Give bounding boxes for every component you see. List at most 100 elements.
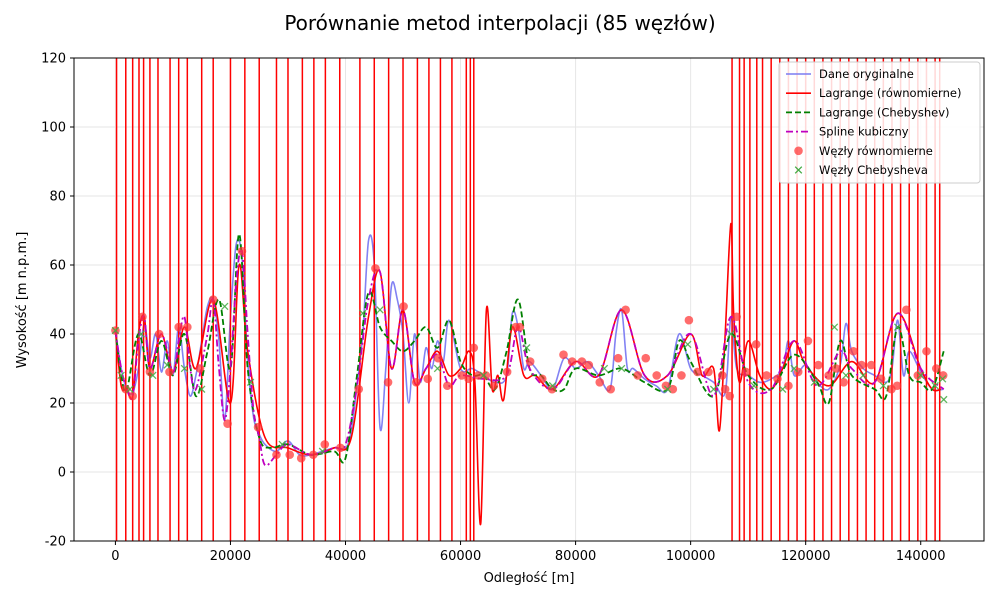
chebyshev-marker-stroke	[117, 371, 125, 380]
chebyshev-marker-stroke	[278, 440, 286, 449]
y-tick-label: 20	[49, 397, 66, 412]
uniform-node-marker	[621, 305, 630, 315]
chebyshev-marker-stroke	[617, 364, 626, 373]
legend-label: Węzły równomierne	[819, 144, 933, 158]
uniform-node-marker	[183, 322, 192, 332]
uniform-node-marker	[866, 360, 876, 370]
chebyshev-marker-stroke	[938, 375, 947, 383]
chebyshev-marker-stroke	[842, 371, 850, 380]
uniform-node-marker	[831, 364, 841, 373]
chebyshev-marker-stroke	[750, 381, 758, 390]
legend-label: Spline kubiczny	[819, 125, 909, 139]
uniform-node-marker	[693, 367, 702, 377]
uniform-node-marker	[913, 371, 923, 380]
uniform-node-marker	[762, 371, 771, 380]
uniform-node-marker	[537, 374, 547, 384]
chebyshev-marker-stroke	[810, 378, 819, 387]
uniform-node-marker	[567, 357, 577, 366]
uniform-node-marker	[443, 381, 452, 391]
chebyshev-node-marker	[376, 306, 384, 314]
chebyshev-node-marker	[916, 371, 925, 380]
x-tick-label: 0	[111, 549, 119, 564]
chebyshev-node-marker	[111, 326, 120, 335]
chebyshev-node-marker	[663, 385, 672, 393]
uniform-node-marker	[803, 336, 813, 346]
chebyshev-node-marker	[893, 323, 902, 331]
uniform-node-marker	[732, 312, 741, 322]
chebyshev-marker-stroke	[548, 381, 557, 390]
chebyshev-marker-stroke	[684, 340, 692, 349]
uniform-node-marker	[272, 450, 281, 460]
chebyshev-marker-stroke	[859, 371, 867, 380]
x-tick-label: 20000	[210, 549, 251, 564]
uniform-node-marker	[814, 360, 823, 370]
uniform-node-marker	[296, 453, 306, 463]
uniform-node-marker	[717, 371, 727, 380]
chebyshev-marker-stroke	[318, 447, 327, 456]
chebyshev-marker-stroke	[433, 364, 442, 373]
uniform-node-marker	[383, 378, 393, 387]
chebyshev-marker-stroke	[939, 395, 948, 404]
chebyshev-node-marker	[220, 302, 229, 311]
chebyshev-node-marker	[180, 364, 189, 373]
chebyshev-node-marker	[859, 371, 867, 380]
y-tick-label: 80	[49, 190, 66, 205]
uniform-node-marker	[457, 371, 466, 380]
uniform-node-marker	[423, 374, 433, 384]
y-tick-label: 120	[41, 52, 66, 67]
uniform-node-marker	[584, 360, 594, 370]
chebyshev-node-marker	[318, 447, 327, 456]
chebyshev-node-marker	[931, 381, 939, 390]
x-tick-label: 80000	[555, 549, 596, 564]
uniform-node-marker	[931, 364, 941, 373]
uniform-node-marker	[253, 422, 263, 432]
chebyshev-marker-stroke	[522, 344, 531, 352]
chebyshev-node-marker	[359, 309, 367, 318]
uniform-node-marker	[741, 367, 751, 377]
uniform-node-marker	[138, 312, 147, 322]
y-tick-label: 40	[49, 328, 66, 343]
chebyshev-node-marker	[810, 378, 819, 387]
uniform-node-marker	[515, 322, 525, 332]
uniform-node-marker	[857, 360, 866, 370]
chebyshev-node-marker	[684, 340, 692, 349]
chebyshev-node-marker	[938, 375, 947, 383]
chebyshev-node-marker	[149, 371, 157, 380]
uniform-node-marker	[411, 378, 421, 387]
series-lagrange-chebyshev	[114, 233, 945, 464]
uniform-node-marker	[208, 295, 218, 304]
chebyshev-node-marker	[842, 371, 850, 380]
chebyshev-marker-stroke	[916, 371, 925, 380]
uniform-node-marker	[559, 350, 568, 360]
uniform-node-marker	[595, 378, 605, 387]
uniform-node-marker	[641, 353, 651, 363]
uniform-node-marker	[902, 305, 911, 315]
chebyshev-node-marker	[548, 381, 557, 390]
axis-ticks: 0 20000 40000 60000 80000 100000 120000 140000 -…	[41, 52, 945, 565]
uniform-node-marker	[577, 357, 587, 366]
chebyshev-marker-stroke	[220, 302, 229, 311]
uniform-node-marker	[922, 346, 931, 356]
chebyshev-node-marker	[879, 381, 888, 390]
chebyshev-node-marker	[246, 378, 255, 387]
uniform-node-marker	[725, 391, 735, 401]
y-tick-label: -20	[45, 535, 66, 550]
chebyshev-marker-stroke	[359, 309, 367, 318]
uniform-node-marker	[336, 443, 345, 453]
chebyshev-marker-stroke	[727, 330, 735, 338]
uniform-node-marker	[876, 374, 886, 384]
chebyshev-marker-stroke	[893, 323, 902, 331]
uniform-node-marker	[489, 381, 499, 391]
chebyshev-node-marker	[137, 330, 146, 338]
uniform-node-marker	[308, 450, 318, 460]
legend-label: Lagrange (równomierne)	[819, 86, 961, 100]
x-tick-label: 120000	[781, 549, 831, 564]
chebyshev-node-marker	[433, 364, 442, 373]
uniform-node-marker	[849, 346, 858, 356]
x-tick-label: 40000	[325, 549, 366, 564]
chebyshev-node-marker	[163, 361, 171, 369]
chebyshev-marker-stroke	[600, 364, 609, 373]
x-tick-label: 60000	[440, 549, 481, 564]
y-tick-label: 60	[49, 259, 66, 274]
